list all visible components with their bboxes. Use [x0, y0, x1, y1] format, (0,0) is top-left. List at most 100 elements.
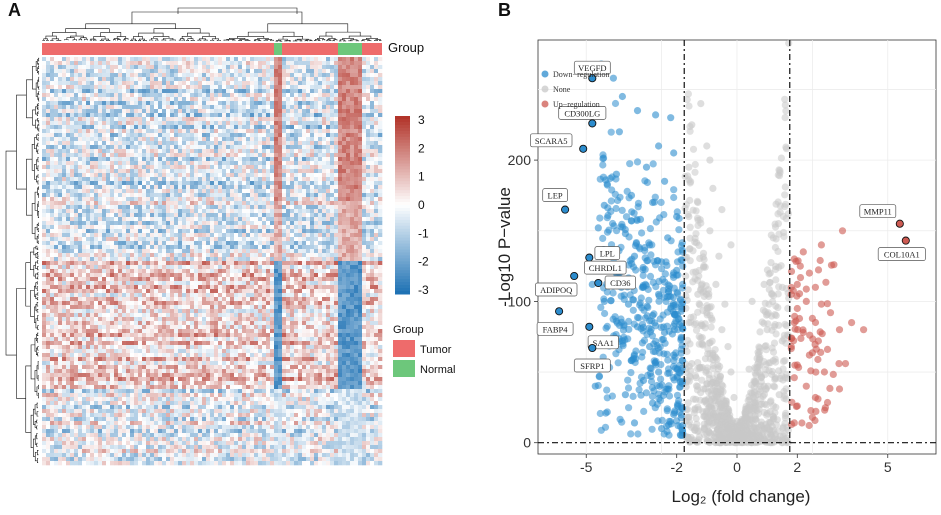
heatmap-cell [106, 197, 110, 201]
heatmap-cell [326, 169, 330, 173]
heatmap-cell [318, 141, 322, 145]
heatmap-cell [94, 61, 98, 65]
heatmap-cell [106, 69, 110, 73]
heatmap-cell [222, 117, 226, 121]
heatmap-cell [294, 97, 298, 101]
heatmap-cell [154, 169, 158, 173]
heatmap-cell [170, 85, 174, 89]
heatmap-cell [170, 173, 174, 177]
heatmap-cell [186, 213, 190, 217]
heatmap-cell [350, 245, 354, 249]
heatmap-cell [186, 149, 190, 153]
heatmap-cell [278, 173, 282, 177]
heatmap-cell [254, 173, 258, 177]
heatmap-cell [174, 221, 178, 225]
heatmap-cell [130, 245, 134, 249]
heatmap-cell [70, 257, 74, 261]
heatmap-cell [330, 197, 334, 201]
heatmap-cell [118, 169, 122, 173]
heatmap-cell [266, 189, 270, 193]
heatmap-cell [294, 185, 298, 189]
heatmap-cell [318, 173, 322, 177]
heatmap-cell [170, 213, 174, 217]
heatmap-cell [258, 105, 262, 109]
heatmap-cell [378, 109, 382, 113]
heatmap-cell [254, 109, 258, 113]
heatmap-cell [294, 257, 298, 261]
dendrogram-branch [35, 227, 37, 239]
heatmap-cell [362, 105, 366, 109]
heatmap-cell [282, 193, 286, 197]
heatmap-cell [194, 113, 198, 117]
dendrogram-branch [64, 40, 68, 41]
heatmap-cell [258, 65, 262, 69]
heatmap-cell [230, 129, 234, 133]
heatmap-cell [150, 157, 154, 161]
heatmap-cell [270, 145, 274, 149]
heatmap-cell [170, 245, 174, 249]
dendrogram-branch [38, 326, 39, 330]
heatmap-cell [134, 105, 138, 109]
heatmap-cell [46, 261, 50, 265]
heatmap-cell [162, 233, 166, 237]
heatmap-cell [166, 81, 170, 85]
heatmap-cell [170, 81, 174, 85]
heatmap-cell [342, 217, 346, 221]
heatmap-cell [90, 137, 94, 141]
heatmap-cell [282, 133, 286, 137]
heatmap-cell [322, 117, 326, 121]
heatmap-cell [366, 177, 370, 181]
heatmap-cell [342, 229, 346, 233]
heatmap-cell [154, 177, 158, 181]
heatmap-cell [150, 253, 154, 257]
heatmap-cell [166, 261, 170, 265]
heatmap-cell [170, 253, 174, 257]
heatmap-cell [322, 189, 326, 193]
heatmap-cell [290, 245, 294, 249]
heatmap-cell [42, 133, 46, 137]
heatmap-cell [222, 185, 226, 189]
heatmap-cell [262, 125, 266, 129]
heatmap-cell [346, 177, 350, 181]
heatmap-cell [46, 101, 50, 105]
heatmap-cell [286, 193, 290, 197]
heatmap-cell [294, 265, 298, 269]
heatmap-cell [70, 217, 74, 221]
heatmap-cell [374, 209, 378, 213]
heatmap-cell [290, 269, 294, 273]
heatmap-cell [370, 121, 374, 125]
heatmap-cell [306, 233, 310, 237]
heatmap-cell [210, 229, 214, 233]
heatmap-cell [258, 273, 262, 277]
heatmap-cell [346, 133, 350, 137]
heatmap-cell [374, 229, 378, 233]
heatmap-cell [42, 217, 46, 221]
heatmap-cell [70, 137, 74, 141]
heatmap-cell [114, 277, 118, 281]
heatmap-cell [210, 205, 214, 209]
heatmap-cell [198, 77, 202, 81]
heatmap-cell [146, 169, 150, 173]
heatmap-cell [378, 185, 382, 189]
heatmap-cell [346, 161, 350, 165]
heatmap-cell [302, 93, 306, 97]
heatmap-cell [202, 193, 206, 197]
heatmap-cell [158, 141, 162, 145]
heatmap-cell [290, 129, 294, 133]
heatmap-cell [282, 121, 286, 125]
heatmap-cell [222, 217, 226, 221]
heatmap-cell [278, 157, 282, 161]
heatmap-cell [142, 181, 146, 185]
heatmap-cell [138, 129, 142, 133]
heatmap-cell [218, 213, 222, 217]
heatmap-cell [302, 217, 306, 221]
heatmap-cell [54, 277, 58, 281]
heatmap-cell [222, 173, 226, 177]
heatmap-cell [318, 205, 322, 209]
heatmap-cell [154, 93, 158, 97]
heatmap-cell [214, 121, 218, 125]
heatmap-cell [106, 149, 110, 153]
heatmap-cell [250, 269, 254, 273]
heatmap-cell [266, 101, 270, 105]
heatmap-cell [150, 277, 154, 281]
